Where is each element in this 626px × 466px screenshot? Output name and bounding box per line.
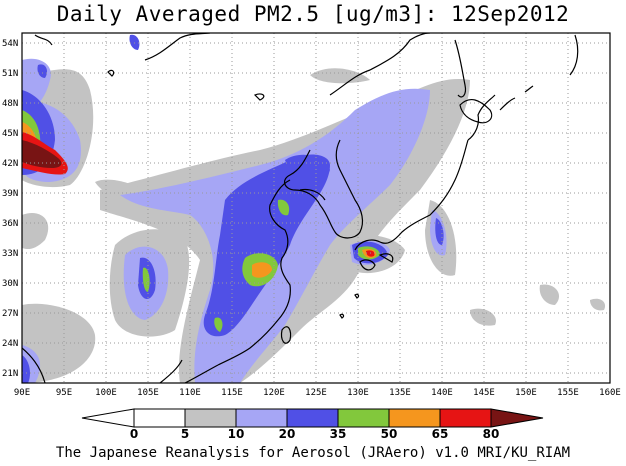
lat-tick-label: 36N	[2, 219, 18, 229]
map-frame	[21, 32, 611, 384]
colorbar: 0 5 10 20 35 50 65 80	[81, 408, 544, 441]
colorbar-label: 50	[381, 427, 398, 441]
colorbar-label: 0	[130, 427, 138, 441]
band-dark-red	[22, 140, 62, 168]
lon-tick-label: 105E	[137, 388, 159, 398]
colorbar-low-arrow	[81, 408, 135, 428]
lon-tick-label: 145E	[473, 388, 495, 398]
data-source-credit: The Japanese Reanalysis for Aerosol (JRA…	[55, 445, 571, 461]
colorbar-high-arrow	[490, 408, 544, 428]
concentration-field	[22, 33, 610, 383]
lon-tick-label: 150E	[515, 388, 537, 398]
colorbar-label: 35	[330, 427, 347, 441]
lat-tick-label: 42N	[2, 159, 18, 169]
latitude-labels: 54N 51N 48N 45N 42N 39N 36N 33N 30N 27N 24N 21N	[2, 39, 18, 379]
lon-tick-label: 155E	[557, 388, 579, 398]
colorbar-label: 10	[228, 427, 245, 441]
lon-tick-label: 110E	[179, 388, 201, 398]
lon-tick-label: 100E	[95, 388, 117, 398]
lat-tick-label: 54N	[2, 39, 18, 49]
colorbar-label: 65	[432, 427, 449, 441]
colorbar-swatch	[286, 408, 339, 428]
colorbar-swatch	[439, 408, 492, 428]
coastlines	[22, 33, 579, 383]
lon-tick-label: 95E	[56, 388, 72, 398]
colorbar-label: 20	[279, 427, 296, 441]
lat-tick-label: 24N	[2, 339, 18, 349]
lon-tick-label: 90E	[14, 388, 30, 398]
lon-tick-label: 160E	[599, 388, 621, 398]
lat-tick-label: 30N	[2, 279, 18, 289]
lon-tick-label: 125E	[305, 388, 327, 398]
colorbar-swatch	[337, 408, 390, 428]
longitude-labels: 90E 95E 100E 105E 110E 115E 120E 125E 130E 135E 14…	[14, 388, 621, 398]
lat-tick-label: 45N	[2, 129, 18, 139]
lat-tick-label: 39N	[2, 189, 18, 199]
lat-tick-label: 48N	[2, 99, 18, 109]
colorbar-label: 80	[483, 427, 500, 441]
lat-tick-label: 33N	[2, 249, 18, 259]
lon-tick-label: 130E	[347, 388, 369, 398]
lon-tick-label: 115E	[221, 388, 243, 398]
map-title: Daily Averaged PM2.5 [ug/m3]: 12Sep2012	[56, 2, 570, 26]
lon-tick-label: 140E	[431, 388, 453, 398]
lon-tick-label: 135E	[389, 388, 411, 398]
colorbar-label: 5	[181, 427, 189, 441]
colorbar-swatch	[388, 408, 441, 428]
lat-tick-label: 21N	[2, 369, 18, 379]
colorbar-swatch	[133, 408, 186, 428]
colorbar-swatch	[184, 408, 237, 428]
lat-tick-label: 27N	[2, 309, 18, 319]
lat-tick-label: 51N	[2, 69, 18, 79]
colorbar-swatch	[235, 408, 288, 428]
lon-tick-label: 120E	[263, 388, 285, 398]
